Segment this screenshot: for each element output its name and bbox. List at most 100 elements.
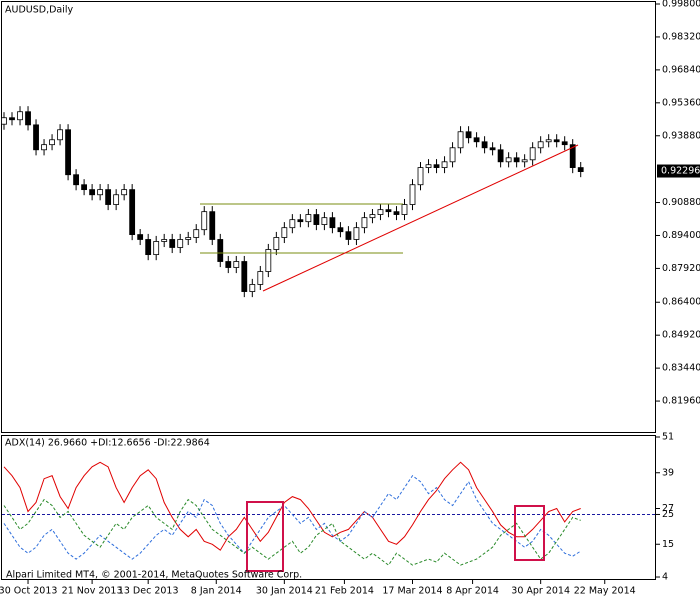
- y-tick-label: 27: [662, 503, 674, 514]
- x-tick-label: 21 Nov 2013: [62, 586, 123, 597]
- trend-line: [262, 144, 579, 292]
- x-tick-label: 22 May 2014: [574, 586, 636, 597]
- candle-body: [321, 217, 328, 225]
- candle-body: [217, 239, 224, 262]
- y-tick-label: 51: [662, 432, 674, 443]
- x-tick-label: 30 Jan 2014: [256, 586, 313, 597]
- indicator-title: ADX(14) 26.9660 +DI:12.6656 -DI:22.9864: [5, 438, 210, 449]
- candle-body: [65, 129, 71, 176]
- candle-body: [545, 139, 552, 143]
- candle-body: [377, 209, 384, 215]
- candle-body: [177, 239, 184, 248]
- highlight-box: [514, 505, 545, 561]
- candle-body: [529, 147, 536, 161]
- y-tick-label: 0.83440: [662, 363, 700, 374]
- candle-body: [193, 229, 200, 238]
- candle-body: [305, 214, 312, 223]
- candle-body: [201, 211, 208, 231]
- candle-body: [185, 237, 192, 240]
- candle-body: [433, 164, 440, 168]
- candle-body: [473, 137, 480, 143]
- candle-body: [401, 204, 408, 215]
- y-tick-label: 0.87920: [662, 263, 700, 274]
- candle-body: [17, 111, 23, 121]
- y-tick-label: 15: [662, 539, 674, 550]
- y-tick-label: 0.98320: [662, 31, 700, 42]
- candle-body: [25, 111, 31, 126]
- candle-body: [481, 141, 488, 149]
- candle-body: [169, 239, 176, 248]
- candle-body: [9, 117, 15, 121]
- candle-body: [489, 147, 496, 151]
- candle-body: [449, 147, 456, 163]
- candle-body: [465, 131, 472, 139]
- candle-body: [105, 189, 112, 205]
- candle-body: [113, 194, 120, 205]
- indicator-line: [3, 474, 581, 560]
- candle-body: [289, 219, 296, 229]
- candle-body: [265, 249, 272, 272]
- candle-body: [569, 144, 576, 168]
- x-tick-label: 21 Feb 2014: [315, 586, 374, 597]
- candle-body: [33, 124, 39, 151]
- candle-body: [225, 261, 232, 268]
- indicator-line: [3, 498, 581, 566]
- y-tick-label: 4: [662, 572, 668, 583]
- x-tick-label: 13 Dec 2013: [118, 586, 179, 597]
- candle-body: [513, 157, 520, 163]
- price-panel: [1, 1, 656, 433]
- candle-body: [409, 184, 416, 205]
- candle-body: [537, 141, 544, 149]
- candle-body: [361, 217, 368, 229]
- indicator-line: [3, 461, 581, 551]
- candle-body: [57, 129, 63, 141]
- candle-body: [345, 231, 352, 240]
- candle-body: [241, 261, 248, 292]
- x-tick-label: 30 Oct 2013: [0, 586, 57, 597]
- chart-title: AUDUSD,Daily: [5, 5, 74, 16]
- y-tick-label: 39: [662, 467, 674, 478]
- y-tick-label: 0.84920: [662, 330, 700, 341]
- candle-body: [521, 159, 528, 163]
- candle-body: [337, 227, 344, 233]
- candle-body: [425, 164, 432, 168]
- copyright: Alpari Limited MT4, © 2001-2014, MetaQuo…: [6, 570, 302, 581]
- candle-body: [209, 211, 216, 240]
- y-tick-label: 0.99800: [662, 0, 700, 10]
- candle-body: [393, 211, 400, 215]
- candle-body: [281, 227, 288, 238]
- candle-body: [385, 209, 392, 213]
- y-tick-label: 0.89400: [662, 230, 700, 241]
- candle-body: [369, 214, 376, 219]
- candle-body: [233, 261, 240, 268]
- candle-body: [257, 271, 264, 285]
- y-tick-label: 0.90880: [662, 197, 700, 208]
- candle-body: [97, 189, 104, 196]
- y-tick-label: 0.95360: [662, 97, 700, 108]
- candle-body: [457, 131, 464, 149]
- y-tick-label: 0.86400: [662, 297, 700, 308]
- candle-body: [41, 144, 47, 151]
- x-tick-label: 8 Jan 2014: [191, 586, 242, 597]
- candle-body: [1, 117, 7, 125]
- candle-body: [353, 227, 360, 240]
- candle-body: [137, 234, 144, 240]
- candle-body: [153, 241, 160, 256]
- candle-body: [497, 149, 504, 163]
- candle-body: [249, 284, 256, 292]
- candle-body: [577, 167, 584, 172]
- candle-body: [161, 239, 168, 242]
- candle-body: [505, 157, 512, 163]
- candle-body: [417, 167, 424, 186]
- candle-body: [89, 189, 96, 196]
- y-tick-label: 0.96840: [662, 64, 700, 75]
- x-tick-label: 17 Mar 2014: [382, 586, 442, 597]
- candle-body: [145, 239, 152, 256]
- y-tick-label: 0.81960: [662, 396, 700, 407]
- x-tick-label: 30 Apr 2014: [511, 586, 570, 597]
- candle-body: [553, 139, 560, 143]
